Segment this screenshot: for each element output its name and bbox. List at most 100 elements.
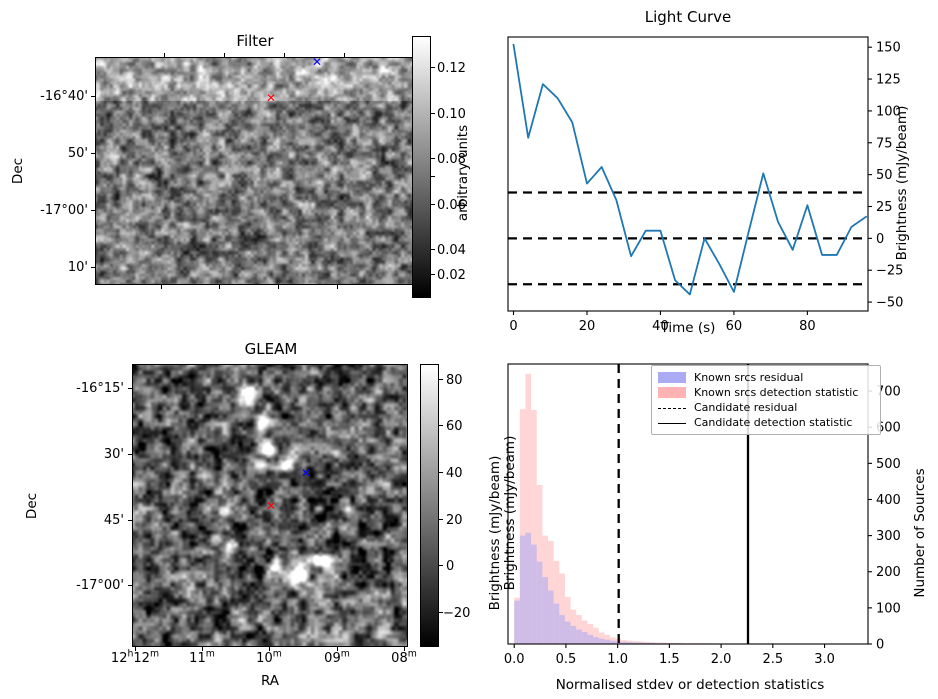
detection-histogram-plot: 0.0 0.5 1.0 1.5 2.0 2.5 3.0 0 100 200 300 400 500 600… bbox=[504, 363, 901, 667]
gleam-cbar-tick-4 bbox=[439, 565, 443, 567]
svg-text:200: 200 bbox=[876, 565, 901, 580]
svg-text:−25: −25 bbox=[876, 264, 903, 279]
svg-text:0: 0 bbox=[876, 232, 884, 247]
gleam-ytick-1 bbox=[128, 454, 132, 456]
gleam-cbar-label-4: 0 bbox=[446, 559, 455, 574]
gleam-cbar-tick-1 bbox=[439, 425, 443, 427]
gleam-xticklabel-4: 08m bbox=[391, 648, 417, 666]
light-curve-xlabel: Time (s) bbox=[660, 320, 716, 336]
filter-xtick-top-0 bbox=[164, 53, 166, 57]
gleam-map-title: GLEAM bbox=[244, 340, 298, 358]
gleam-yticklabel-2: 45' bbox=[103, 513, 124, 528]
filter-ytick-2 bbox=[91, 210, 95, 212]
histogram-ylabel-left: Brightness (mJy/beam) bbox=[487, 455, 503, 611]
gleam-xticklabel-3: 09m bbox=[324, 648, 350, 666]
light-curve-ylabel: Brightness (mJy/beam) bbox=[894, 105, 910, 261]
legend-row-3: Candidate detection statistic bbox=[658, 415, 874, 430]
filter-xtick-top-2 bbox=[284, 53, 286, 57]
gleam-xtick-2 bbox=[269, 647, 271, 651]
filter-cbar-tick-5 bbox=[431, 249, 435, 251]
filter-map-title: Filter bbox=[236, 32, 274, 50]
filter-cbar-label-4: 0.04 bbox=[437, 243, 466, 258]
legend-row-0: Known srcs residual bbox=[658, 370, 874, 385]
panel-filter-map: Filter -16°40' 50' -17°00' 10' Dec ✕ ✕ 0… bbox=[0, 0, 471, 340]
svg-text:1.0: 1.0 bbox=[607, 652, 628, 667]
svg-text:400: 400 bbox=[876, 493, 901, 508]
legend-label-0: Known srcs residual bbox=[694, 371, 804, 384]
legend-dashed-line-candidate-residual bbox=[658, 402, 686, 413]
gleam-colorbar bbox=[420, 364, 439, 647]
gleam-cbar-label-1: 60 bbox=[446, 419, 463, 434]
gleam-ytick-3 bbox=[128, 585, 132, 587]
filter-cbar-tick-3 bbox=[431, 176, 435, 178]
filter-ytick-1 bbox=[91, 153, 95, 155]
filter-xtick-bot-3 bbox=[337, 285, 339, 289]
gleam-ytick-2 bbox=[128, 520, 132, 522]
gleam-xtick-1 bbox=[202, 647, 204, 651]
legend-row-2: Candidate residual bbox=[658, 400, 874, 415]
gleam-xticklabel-1: 11m bbox=[189, 648, 215, 666]
gleam-cbar-tick-0 bbox=[439, 379, 443, 381]
gleam-cbar-tick-3 bbox=[439, 519, 443, 521]
gleam-cbar-tick-5 bbox=[439, 612, 443, 614]
legend-label-2: Candidate residual bbox=[694, 401, 798, 414]
filter-yticklabel-3: 10' bbox=[67, 260, 88, 275]
legend-patch-known-srcs-residual bbox=[658, 372, 686, 383]
filter-cbar-label-2: 0.08 bbox=[437, 152, 466, 167]
light-curve-plot: 0 20 40 60 80 −50 −25 0 25 50 75 100 125 150 bbox=[507, 36, 903, 334]
histogram-legend: Known srcs residual Known srcs detection… bbox=[651, 365, 881, 435]
gleam-xticklabel-2: 10m bbox=[256, 648, 282, 666]
histogram-ylabel: Number of Sources bbox=[912, 468, 928, 598]
svg-text:60: 60 bbox=[726, 319, 743, 334]
filter-map-axes bbox=[95, 57, 415, 285]
gleam-map-axes bbox=[132, 364, 408, 647]
filter-yticklabel-2: -17°00' bbox=[40, 203, 88, 218]
svg-text:40: 40 bbox=[652, 319, 669, 334]
filter-xtick-bot-0 bbox=[161, 285, 163, 289]
gleam-xtick-3 bbox=[337, 647, 339, 651]
gleam-cbar-label-2: 40 bbox=[446, 466, 463, 481]
gleam-xtick-0 bbox=[135, 647, 137, 651]
panel-light-curve: Light Curve 0 20 40 60 80 −50 −25 0 25 50 75 100 125… bbox=[470, 0, 938, 340]
filter-map-ylabel: Dec bbox=[10, 157, 26, 185]
filter-ytick-0 bbox=[91, 96, 95, 98]
filter-cbar-label-0: 0.12 bbox=[437, 61, 466, 76]
filter-cbar-label-5: 0.02 bbox=[437, 268, 466, 283]
svg-text:20: 20 bbox=[579, 319, 596, 334]
svg-text:150: 150 bbox=[876, 41, 901, 56]
svg-text:0: 0 bbox=[509, 319, 517, 334]
gleam-cbar-label-0: 80 bbox=[446, 373, 463, 388]
filter-cbar-tick-1 bbox=[431, 113, 435, 115]
svg-text:25: 25 bbox=[876, 200, 893, 215]
gleam-map-ylabel: Dec bbox=[24, 492, 40, 520]
filter-colorbar bbox=[412, 36, 431, 298]
svg-text:100: 100 bbox=[876, 601, 901, 616]
gleam-sky-image bbox=[132, 364, 408, 647]
filter-cbar-label-3: 0.06 bbox=[437, 198, 466, 213]
legend-row-1: Known srcs detection statistic bbox=[658, 385, 874, 400]
panel-detection-histogram: 0.0 0.5 1.0 1.5 2.0 2.5 3.0 0 100 200 300 400 500 600… bbox=[470, 340, 938, 699]
gleam-xticklabel-0: 12h12m bbox=[110, 648, 160, 666]
gleam-cbar-tick-2 bbox=[439, 472, 443, 474]
svg-text:0.5: 0.5 bbox=[556, 652, 577, 667]
gleam-cbar-label-5: −20 bbox=[443, 606, 471, 621]
gleam-yticklabel-1: 30' bbox=[103, 447, 124, 462]
svg-text:1.5: 1.5 bbox=[659, 652, 680, 667]
legend-label-1: Known srcs detection statistic bbox=[694, 386, 859, 399]
gleam-xtick-4 bbox=[404, 647, 406, 651]
gleam-cbar-label-3: 20 bbox=[446, 513, 463, 528]
svg-text:50: 50 bbox=[876, 168, 893, 183]
svg-text:125: 125 bbox=[876, 73, 901, 88]
filter-cbar-tick-2 bbox=[431, 158, 435, 160]
filter-sky-image bbox=[95, 57, 415, 285]
filter-xtick-top-1 bbox=[224, 53, 226, 57]
filter-xtick-top-3 bbox=[344, 53, 346, 57]
svg-text:−50: −50 bbox=[876, 296, 903, 311]
svg-text:75: 75 bbox=[876, 136, 893, 151]
gleam-map-xlabel: RA bbox=[260, 673, 280, 689]
legend-solid-line-candidate-detection-statistic bbox=[658, 417, 686, 428]
filter-xtick-bot-1 bbox=[219, 285, 221, 289]
gleam-yticklabel-0: -16°15' bbox=[76, 381, 124, 396]
filter-ytick-3 bbox=[91, 267, 95, 269]
